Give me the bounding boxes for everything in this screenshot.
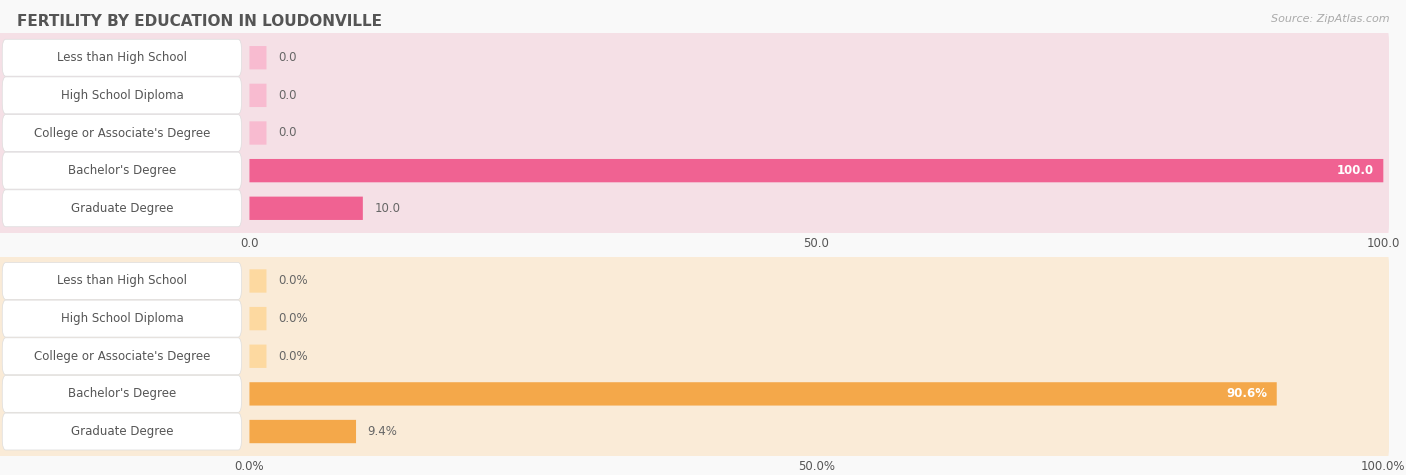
Text: College or Associate's Degree: College or Associate's Degree	[34, 350, 209, 363]
Text: 0.0: 0.0	[278, 126, 297, 140]
Text: Bachelor's Degree: Bachelor's Degree	[67, 388, 176, 400]
FancyBboxPatch shape	[3, 413, 242, 450]
FancyBboxPatch shape	[3, 114, 242, 152]
FancyBboxPatch shape	[0, 397, 1389, 466]
Text: Source: ZipAtlas.com: Source: ZipAtlas.com	[1271, 14, 1389, 24]
FancyBboxPatch shape	[3, 190, 242, 227]
FancyBboxPatch shape	[0, 322, 1389, 390]
Text: FERTILITY BY EDUCATION IN LOUDONVILLE: FERTILITY BY EDUCATION IN LOUDONVILLE	[17, 14, 382, 29]
Text: 0.0%: 0.0%	[278, 275, 308, 287]
FancyBboxPatch shape	[3, 77, 242, 114]
Text: High School Diploma: High School Diploma	[60, 312, 183, 325]
Text: 100.0: 100.0	[1337, 164, 1374, 177]
Text: 0.0: 0.0	[278, 51, 297, 64]
FancyBboxPatch shape	[0, 136, 1389, 205]
FancyBboxPatch shape	[249, 307, 267, 330]
Text: 0.0%: 0.0%	[278, 350, 308, 363]
FancyBboxPatch shape	[249, 121, 267, 145]
Text: 0.0%: 0.0%	[278, 312, 308, 325]
FancyBboxPatch shape	[3, 39, 242, 76]
Text: 0.0: 0.0	[278, 89, 297, 102]
FancyBboxPatch shape	[249, 420, 356, 443]
Text: 90.6%: 90.6%	[1226, 388, 1268, 400]
FancyBboxPatch shape	[3, 375, 242, 412]
FancyBboxPatch shape	[0, 174, 1389, 243]
Text: Graduate Degree: Graduate Degree	[70, 425, 173, 438]
FancyBboxPatch shape	[249, 46, 267, 69]
FancyBboxPatch shape	[249, 159, 1384, 182]
Text: High School Diploma: High School Diploma	[60, 89, 183, 102]
FancyBboxPatch shape	[3, 263, 242, 299]
FancyBboxPatch shape	[249, 382, 1277, 406]
FancyBboxPatch shape	[3, 152, 242, 189]
FancyBboxPatch shape	[0, 61, 1389, 130]
FancyBboxPatch shape	[249, 269, 267, 293]
FancyBboxPatch shape	[0, 360, 1389, 428]
Text: 9.4%: 9.4%	[367, 425, 398, 438]
FancyBboxPatch shape	[249, 197, 363, 220]
Text: Graduate Degree: Graduate Degree	[70, 202, 173, 215]
FancyBboxPatch shape	[0, 23, 1389, 92]
Text: Less than High School: Less than High School	[56, 51, 187, 64]
FancyBboxPatch shape	[3, 300, 242, 337]
FancyBboxPatch shape	[3, 338, 242, 375]
Text: Bachelor's Degree: Bachelor's Degree	[67, 164, 176, 177]
FancyBboxPatch shape	[0, 99, 1389, 167]
Text: 10.0: 10.0	[374, 202, 401, 215]
FancyBboxPatch shape	[249, 344, 267, 368]
FancyBboxPatch shape	[249, 84, 267, 107]
Text: College or Associate's Degree: College or Associate's Degree	[34, 126, 209, 140]
FancyBboxPatch shape	[0, 247, 1389, 315]
Text: Less than High School: Less than High School	[56, 275, 187, 287]
FancyBboxPatch shape	[0, 285, 1389, 353]
